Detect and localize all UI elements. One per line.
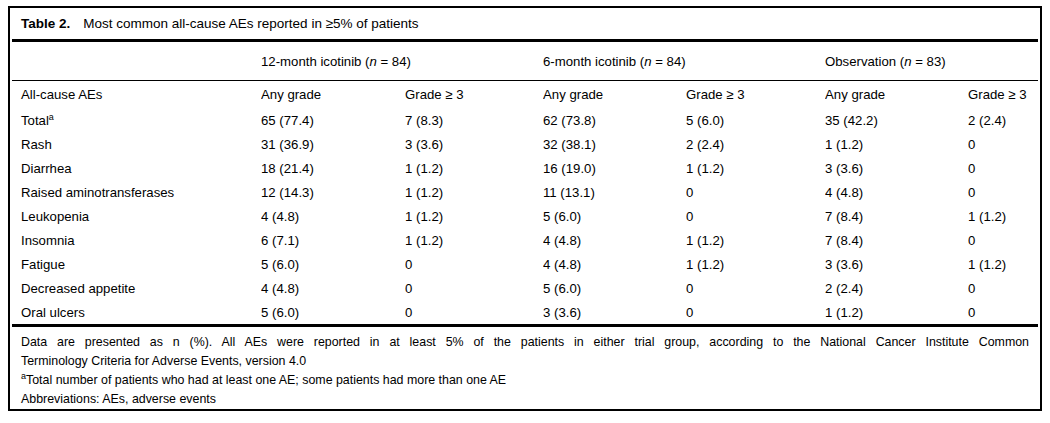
row-label: Oral ulcers: [12, 300, 261, 324]
footnote-general-line1: Data are presented as n (%). All AEs wer…: [21, 333, 1029, 352]
column-header-all-cause-aes: All-cause AEs: [12, 81, 261, 109]
footnotes: Data are presented as n (%). All AEs wer…: [10, 327, 1040, 409]
cell: 6 (7.1): [261, 228, 405, 252]
table-row-oral-ulcers: Oral ulcers 5 (6.0) 0 3 (3.6) 0 1 (1.2) …: [12, 300, 1038, 324]
cell: 18 (21.4): [261, 156, 405, 180]
table-title-text: Most common all-cause AEs reported in ≥5…: [83, 16, 418, 31]
column-header-any-grade-2: Any grade: [543, 81, 686, 109]
cell: 1 (1.2): [405, 228, 543, 252]
column-header-any-grade-3: Any grade: [825, 81, 968, 109]
cell: 2 (2.4): [825, 276, 968, 300]
column-header-grade3-1: Grade ≥ 3: [405, 81, 543, 109]
row-label: Raised aminotransferases: [12, 180, 261, 204]
cell: 1 (1.2): [968, 204, 1038, 228]
footnote-marker-a: a: [49, 111, 54, 121]
table-row-total: Totala 65 (77.4) 7 (8.3) 62 (73.8) 5 (6.…: [12, 108, 1038, 132]
cell: 0: [968, 156, 1038, 180]
cell: 0: [405, 252, 543, 276]
cell: 0: [968, 300, 1038, 324]
cell: 4 (4.8): [543, 252, 686, 276]
cell: 3 (3.6): [543, 300, 686, 324]
table-row-diarrhea: Diarrhea 18 (21.4) 1 (1.2) 16 (19.0) 1 (…: [12, 156, 1038, 180]
table-row-rash: Rash 31 (36.9) 3 (3.6) 32 (38.1) 2 (2.4)…: [12, 132, 1038, 156]
cell: 0: [405, 300, 543, 324]
cell: 5 (6.0): [686, 108, 825, 132]
cell: 4 (4.8): [261, 276, 405, 300]
table-row-insomnia: Insomnia 6 (7.1) 1 (1.2) 4 (4.8) 1 (1.2)…: [12, 228, 1038, 252]
cell: 1 (1.2): [825, 300, 968, 324]
cell: 0: [968, 228, 1038, 252]
group-header-12-month: 12-month icotinib (n = 84): [261, 42, 543, 81]
table-row-fatigue: Fatigue 5 (6.0) 0 4 (4.8) 1 (1.2) 3 (3.6…: [12, 252, 1038, 276]
table-title: Table 2. Most common all-cause AEs repor…: [10, 8, 1040, 39]
cell: 5 (6.0): [543, 276, 686, 300]
cell: 62 (73.8): [543, 108, 686, 132]
column-header-grade3-2: Grade ≥ 3: [686, 81, 825, 109]
column-header-any-grade-1: Any grade: [261, 81, 405, 109]
row-label: Insomnia: [12, 228, 261, 252]
cell: 0: [968, 276, 1038, 300]
footnote-a: aTotal number of patients who had at lea…: [21, 371, 1029, 390]
cell: 2 (2.4): [968, 108, 1038, 132]
row-label: Totala: [12, 108, 261, 132]
row-label: Decreased appetite: [12, 276, 261, 300]
group-header-row: 12-month icotinib (n = 84) 6-month icoti…: [12, 42, 1038, 81]
cell: 1 (1.2): [405, 180, 543, 204]
cell: 0: [968, 132, 1038, 156]
row-label: Diarrhea: [12, 156, 261, 180]
subheader-row: All-cause AEs Any grade Grade ≥ 3 Any gr…: [12, 81, 1038, 109]
table-row-decreased-appetite: Decreased appetite 4 (4.8) 0 5 (6.0) 0 2…: [12, 276, 1038, 300]
cell: 1 (1.2): [405, 204, 543, 228]
cell: 1 (1.2): [405, 156, 543, 180]
cell: 1 (1.2): [686, 252, 825, 276]
table-figure-frame: Table 2. Most common all-cause AEs repor…: [8, 6, 1042, 411]
footnote-abbreviations: Abbreviations: AEs, adverse events: [21, 390, 1029, 409]
cell: 1 (1.2): [686, 156, 825, 180]
column-header-grade3-3: Grade ≥ 3: [968, 81, 1038, 109]
group-header-observation: Observation (n = 83): [825, 42, 1038, 81]
cell: 7 (8.4): [825, 228, 968, 252]
cell: 35 (42.2): [825, 108, 968, 132]
cell: 12 (14.3): [261, 180, 405, 204]
cell: 7 (8.3): [405, 108, 543, 132]
cell: 65 (77.4): [261, 108, 405, 132]
cell: 7 (8.4): [825, 204, 968, 228]
cell: 1 (1.2): [686, 228, 825, 252]
table-number-label: Table 2.: [21, 16, 70, 31]
cell: 0: [686, 204, 825, 228]
cell: 32 (38.1): [543, 132, 686, 156]
adverse-events-table: 12-month icotinib (n = 84) 6-month icoti…: [12, 42, 1038, 324]
cell: 11 (13.1): [543, 180, 686, 204]
row-label: Rash: [12, 132, 261, 156]
cell: 0: [686, 276, 825, 300]
cell: 16 (19.0): [543, 156, 686, 180]
cell: 5 (6.0): [261, 252, 405, 276]
footnote-general-line2: Terminology Criteria for Adverse Events,…: [21, 352, 1029, 371]
row-label: Leukopenia: [12, 204, 261, 228]
cell: 1 (1.2): [968, 252, 1038, 276]
cell: 4 (4.8): [543, 228, 686, 252]
cell: 0: [686, 180, 825, 204]
group-header-empty: [12, 42, 261, 81]
cell: 3 (3.6): [825, 252, 968, 276]
cell: 2 (2.4): [686, 132, 825, 156]
cell: 3 (3.6): [825, 156, 968, 180]
cell: 4 (4.8): [261, 204, 405, 228]
table-row-leukopenia: Leukopenia 4 (4.8) 1 (1.2) 5 (6.0) 0 7 (…: [12, 204, 1038, 228]
cell: 0: [686, 300, 825, 324]
cell: 31 (36.9): [261, 132, 405, 156]
row-label: Fatigue: [12, 252, 261, 276]
cell: 5 (6.0): [543, 204, 686, 228]
cell: 1 (1.2): [825, 132, 968, 156]
cell: 5 (6.0): [261, 300, 405, 324]
cell: 0: [968, 180, 1038, 204]
table-row-raised-aminotransferases: Raised aminotransferases 12 (14.3) 1 (1.…: [12, 180, 1038, 204]
cell: 3 (3.6): [405, 132, 543, 156]
cell: 0: [405, 276, 543, 300]
cell: 4 (4.8): [825, 180, 968, 204]
group-header-6-month: 6-month icotinib (n = 84): [543, 42, 825, 81]
